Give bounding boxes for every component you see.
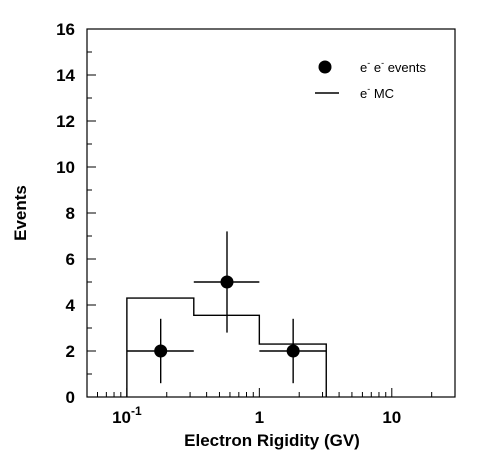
legend-label-mc: e- MC (360, 84, 394, 101)
y-tick-label: 6 (66, 250, 75, 269)
y-tick-label: 2 (66, 342, 75, 361)
data-point (154, 344, 168, 358)
plot-layer: 0 2 4 6 8 10 12 14 16 10-1 1 10 e- e- events e- MC (56, 20, 456, 427)
y-tick-label: 0 (66, 388, 75, 407)
y-tick-label: 4 (66, 296, 76, 315)
x-tick-label: 10-1 (112, 404, 142, 427)
data-point (220, 275, 234, 289)
x-axis-title: Electron Rigidity (GV) (184, 431, 360, 450)
data-point (286, 344, 300, 358)
y-tick-label: 16 (56, 20, 75, 39)
x-tick-label: 1 (255, 408, 264, 427)
y-tick-label: 14 (56, 66, 75, 85)
legend-marker-events (318, 60, 332, 74)
y-tick-label: 8 (66, 204, 75, 223)
y-tick-label: 10 (56, 158, 75, 177)
y-axis-title: Events (11, 185, 30, 241)
y-tick-label: 12 (56, 112, 75, 131)
legend-label-events: e- e- events (360, 58, 426, 75)
x-tick-label: 10 (382, 408, 401, 427)
